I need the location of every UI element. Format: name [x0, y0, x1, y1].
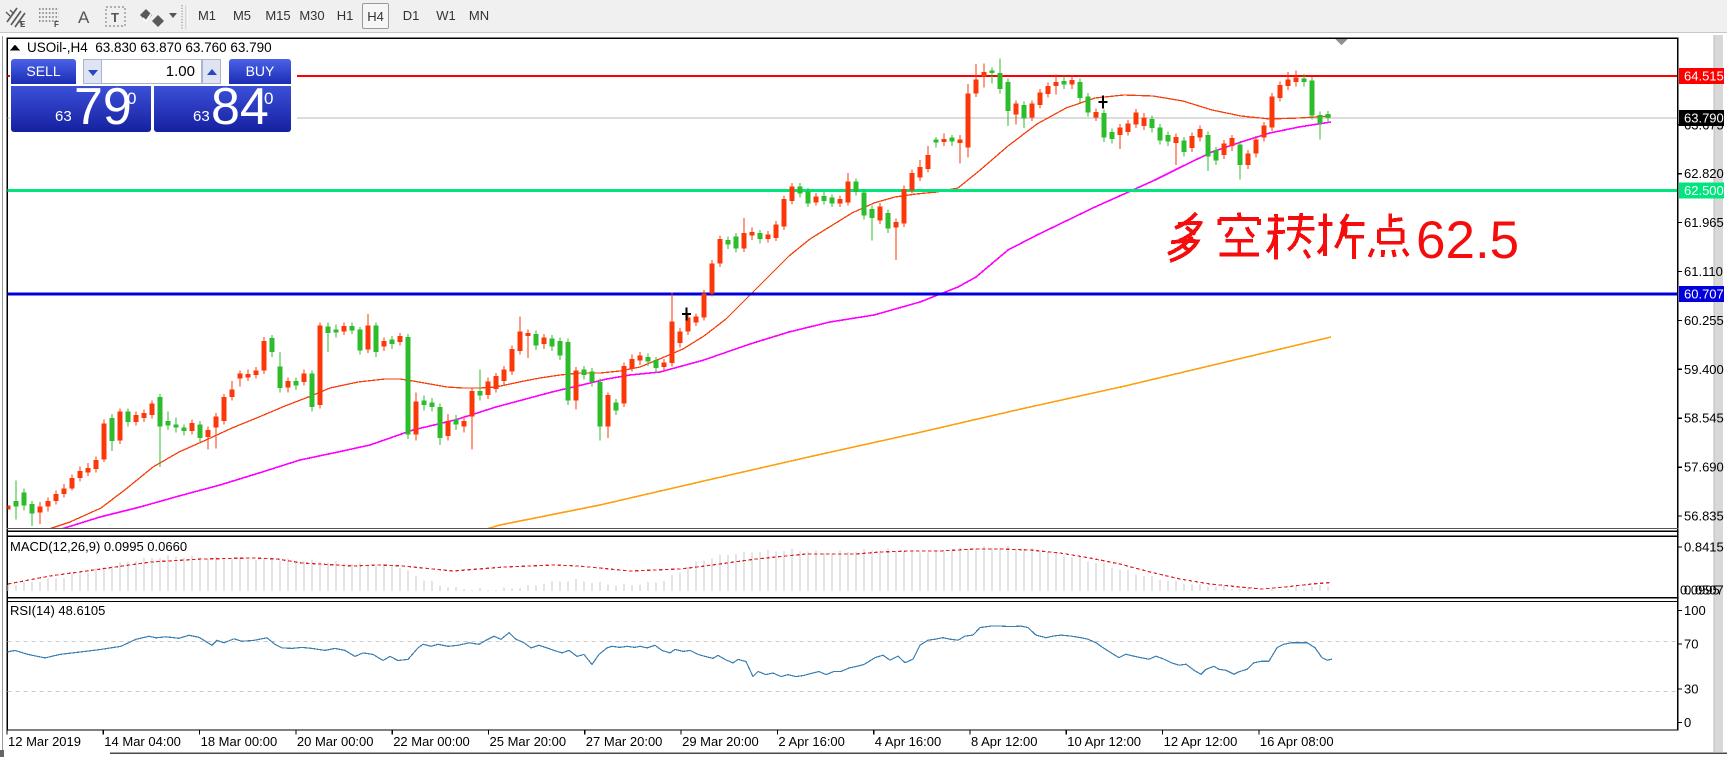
svg-text:22 Mar 00:00: 22 Mar 00:00 — [393, 734, 470, 749]
svg-text:10 Apr 12:00: 10 Apr 12:00 — [1067, 734, 1141, 749]
svg-text:62.5: 62.5 — [1416, 211, 1519, 270]
svg-text:61.965: 61.965 — [1684, 215, 1724, 230]
svg-text:2 Apr 16:00: 2 Apr 16:00 — [778, 734, 845, 749]
svg-text:20 Mar 00:00: 20 Mar 00:00 — [297, 734, 374, 749]
svg-text:25 Mar 20:00: 25 Mar 20:00 — [490, 734, 567, 749]
svg-text:62.500: 62.500 — [1684, 183, 1724, 198]
svg-text:USOil-,H4 63.830 63.870 63.76: USOil-,H4 63.830 63.870 63.760 63.790 — [27, 40, 272, 55]
svg-text:57.690: 57.690 — [1684, 460, 1724, 475]
svg-text:56.835: 56.835 — [1684, 509, 1724, 524]
svg-text:14 Mar 04:00: 14 Mar 04:00 — [104, 734, 181, 749]
svg-text:0.0507: 0.0507 — [1684, 583, 1724, 598]
svg-text:12 Apr 12:00: 12 Apr 12:00 — [1164, 734, 1238, 749]
svg-text:RSI(14) 48.6105: RSI(14) 48.6105 — [10, 603, 105, 618]
svg-text:E: E — [20, 20, 26, 29]
svg-text:A: A — [78, 8, 90, 27]
svg-text:63.790: 63.790 — [1684, 111, 1724, 126]
svg-text:60.255: 60.255 — [1684, 313, 1724, 328]
svg-text:60.707: 60.707 — [1684, 287, 1724, 302]
svg-text:29 Mar 20:00: 29 Mar 20:00 — [682, 734, 759, 749]
svg-text:12 Mar 2019: 12 Mar 2019 — [8, 734, 81, 749]
svg-text:61.110: 61.110 — [1684, 264, 1723, 279]
svg-text:0.8415: 0.8415 — [1684, 540, 1724, 555]
svg-text:T: T — [111, 10, 119, 25]
svg-text:27 Mar 20:00: 27 Mar 20:00 — [586, 734, 663, 749]
svg-text:4 Apr 16:00: 4 Apr 16:00 — [875, 734, 942, 749]
svg-text:62.820: 62.820 — [1684, 166, 1724, 181]
svg-text:0.0995: 0.0995 — [1680, 583, 1720, 598]
svg-text:30: 30 — [1684, 681, 1698, 696]
svg-text:59.400: 59.400 — [1684, 362, 1724, 377]
svg-text:8 Apr 12:00: 8 Apr 12:00 — [971, 734, 1038, 749]
svg-text:70: 70 — [1684, 637, 1698, 652]
svg-text:16 Apr 08:00: 16 Apr 08:00 — [1260, 734, 1334, 749]
svg-text:F: F — [54, 20, 59, 29]
svg-text:MACD(12,26,9) 0.0995 0.0660: MACD(12,26,9) 0.0995 0.0660 — [10, 539, 187, 554]
svg-text:18 Mar 00:00: 18 Mar 00:00 — [201, 734, 278, 749]
svg-text:64.515: 64.515 — [1684, 69, 1724, 84]
svg-text:58.545: 58.545 — [1684, 411, 1724, 426]
svg-text:0: 0 — [1684, 715, 1691, 730]
svg-text:100: 100 — [1684, 603, 1706, 618]
